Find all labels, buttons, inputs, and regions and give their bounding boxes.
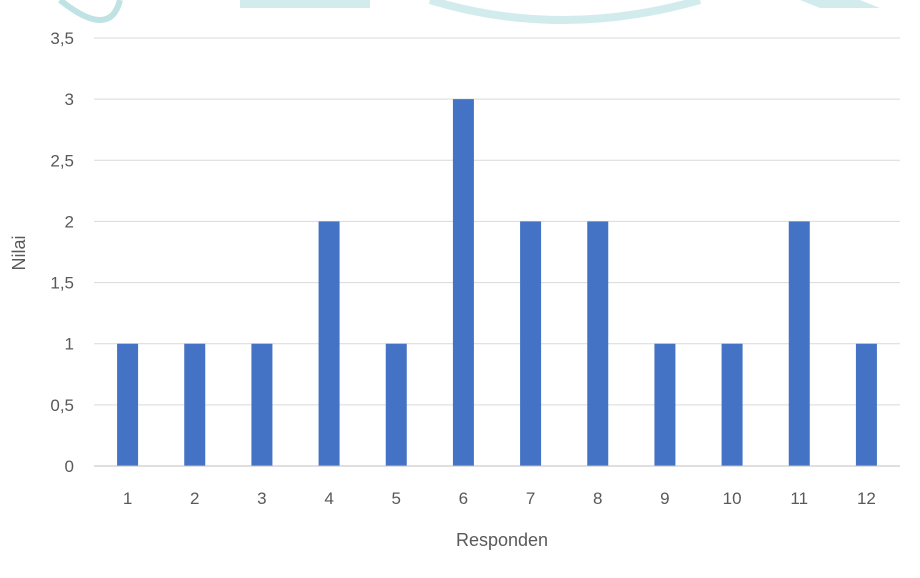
x-tick-label: 4 [324, 489, 333, 508]
bar [385, 343, 407, 466]
bar [117, 343, 139, 466]
x-tick-label: 11 [790, 489, 808, 508]
bar [452, 99, 474, 467]
x-tick-label: 7 [526, 489, 535, 508]
bar [251, 343, 273, 466]
bar [520, 221, 542, 466]
gridlines [94, 37, 900, 467]
x-tick-label: 3 [257, 489, 266, 508]
x-tick-label: 8 [593, 489, 602, 508]
x-tick-label: 2 [190, 489, 199, 508]
x-axis-title: Responden [456, 530, 548, 550]
y-tick-label: 3 [65, 90, 74, 109]
x-tick-label: 1 [123, 489, 132, 508]
x-axis-tick-labels: 1 2 3 4 5 6 7 8 9 10 11 12 [123, 489, 876, 508]
y-tick-label: 1,5 [50, 274, 74, 293]
bar [788, 221, 810, 466]
bar [654, 343, 676, 466]
bar [721, 343, 743, 466]
bar [587, 221, 609, 466]
y-tick-label: 1 [65, 335, 74, 354]
y-axis-tick-labels: 0 0,5 1 1,5 2 2,5 3 3,5 [50, 29, 74, 476]
x-tick-label: 10 [723, 489, 742, 508]
bars [94, 99, 900, 467]
x-tick-label: 5 [392, 489, 401, 508]
y-tick-label: 0,5 [50, 396, 74, 415]
x-tick-label: 9 [660, 489, 669, 508]
x-tick-label: 12 [857, 489, 876, 508]
y-tick-label: 0 [65, 457, 74, 476]
y-tick-label: 2,5 [50, 151, 74, 170]
y-axis-title: Nilai [9, 235, 29, 270]
y-tick-label: 3,5 [50, 29, 74, 48]
bar [318, 221, 340, 466]
bar [184, 343, 206, 466]
x-tick-label: 6 [459, 489, 468, 508]
bar [855, 343, 877, 466]
y-tick-label: 2 [65, 212, 74, 231]
